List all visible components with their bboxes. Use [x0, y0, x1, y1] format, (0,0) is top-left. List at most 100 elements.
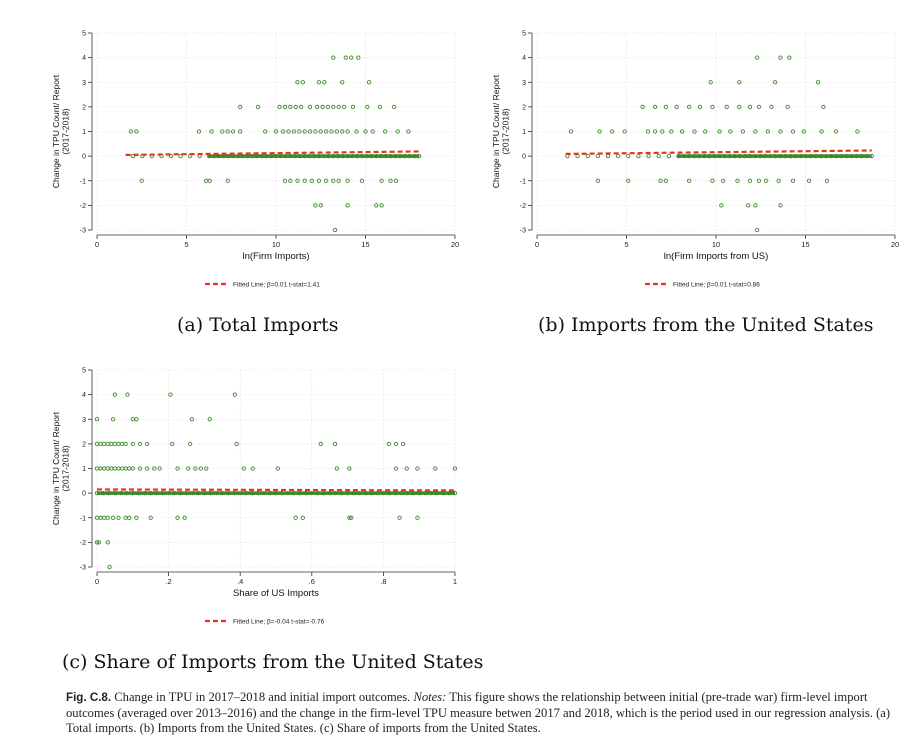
y-axis-title: Change in TPU Count/ Report(2017-2018) — [491, 74, 511, 188]
y-axis-title: Change in TPU Count/ Report(2017-2018) — [51, 74, 71, 188]
scatter-point — [307, 129, 313, 134]
y-tick-label: 3 — [82, 417, 86, 424]
scatter-point-zero — [666, 153, 672, 159]
y-tick-label: 4 — [522, 55, 526, 62]
scatter-point — [187, 441, 193, 447]
scatter-point — [354, 129, 359, 134]
scatter-point — [168, 392, 173, 397]
scatter-point — [318, 203, 323, 208]
scatter-point — [755, 227, 760, 233]
scatter-point — [255, 104, 261, 110]
y-tick-label: 2 — [522, 104, 526, 111]
y-tick-label: 0 — [522, 154, 526, 161]
scatter-point — [366, 80, 372, 85]
chart-b-svg: -3 -2 -1 0 1 2 3 4 5 0 5 10 15 20 ln(Firm Imports from… — [491, 31, 899, 289]
x-tick-label: 10 — [712, 240, 720, 249]
scatter-point — [315, 104, 320, 110]
scatter-point — [134, 515, 139, 520]
scatter-point — [300, 80, 305, 85]
scatter-point — [288, 178, 293, 183]
x-axis-title: ln(Firm Imports from US) — [664, 251, 769, 262]
scatter-point — [170, 441, 175, 447]
scatter-point — [225, 129, 230, 134]
y-tick-label: 1 — [82, 129, 86, 136]
scatter-point — [157, 466, 162, 471]
scatter-point — [645, 129, 651, 134]
scatter-point — [105, 515, 110, 520]
scatter-point — [325, 104, 331, 110]
scatter-point — [302, 129, 307, 134]
figure-label: Fig. C.8. — [66, 691, 112, 704]
scatter-point — [735, 178, 740, 183]
legend-label: Fitted Line; β=0.01 t-stat=0.86 — [673, 282, 760, 289]
scatter-point — [209, 129, 214, 134]
scatter-point — [336, 178, 341, 183]
scatter-point-zero — [168, 153, 174, 159]
scatter-point — [370, 129, 375, 134]
scatter-point — [334, 466, 340, 471]
scatter-point — [756, 178, 762, 183]
scatter-point — [204, 466, 209, 471]
figure-caption: Fig. C.8. Change in TPU in 2017–2018 and… — [66, 690, 916, 737]
subcaption-b: (b) Imports from the United States — [538, 314, 874, 336]
scatter-point — [288, 104, 293, 110]
y-axis-title-line: (2017-2018) — [61, 445, 71, 491]
scatter-point — [776, 178, 781, 183]
scatter-point — [286, 129, 291, 134]
y-tick-label: -3 — [80, 228, 86, 235]
scatter-point — [336, 104, 341, 110]
scatter-point — [433, 466, 438, 471]
fitted-line — [565, 149, 872, 156]
y-tick-label: 2 — [82, 441, 86, 448]
x-axis-title: Share of US Imports — [233, 588, 319, 599]
scatter-point — [316, 178, 322, 183]
scatter-point-zero — [626, 153, 631, 159]
scatter-point — [130, 441, 135, 447]
scatter-point — [332, 441, 338, 447]
scatter-point — [710, 104, 715, 110]
chart-panel-a: -3 -2 -1 0 1 2 3 4 5 0 5 10 15 20 ln(Firm Imports) Chan… — [0, 0, 470, 300]
notes-label: Notes: — [413, 690, 447, 704]
scatter-point — [220, 129, 225, 134]
scatter-point — [674, 104, 679, 110]
scatter-point — [302, 178, 307, 183]
scatter-point — [415, 515, 420, 520]
scatter-point — [313, 129, 318, 134]
scatter-point — [753, 129, 758, 134]
scatter-point — [307, 104, 313, 110]
scatter-point — [728, 129, 733, 134]
legend-label: Fitted Line; β=-0.04 t-stat=-0.76 — [233, 619, 325, 626]
scatter-point — [341, 104, 347, 110]
scatter-point — [300, 515, 305, 520]
y-tick-label: 4 — [82, 55, 86, 62]
scatter-point — [334, 129, 340, 134]
y-tick-label: -2 — [520, 203, 526, 210]
scatter-point — [763, 178, 769, 183]
scatter-point — [626, 178, 631, 183]
scatter-point — [824, 178, 830, 183]
x-tick-label: 0 — [95, 577, 99, 586]
scatter-point — [595, 178, 601, 183]
scatter-point — [130, 466, 135, 471]
scatter-point — [137, 441, 143, 447]
scatter-point — [815, 80, 821, 85]
scatter-point — [790, 178, 796, 183]
scatter-point — [250, 466, 255, 471]
x-tick-label: .2 — [165, 577, 171, 586]
scatter-point — [640, 104, 645, 110]
scatter-point — [298, 104, 304, 110]
scatter-point — [295, 178, 300, 183]
scatter-point — [331, 104, 336, 110]
scatter-point — [663, 104, 669, 110]
scatter-point — [821, 104, 826, 110]
y-tick-label: -1 — [520, 178, 526, 185]
x-tick-label: .8 — [380, 577, 386, 586]
scatter-point — [207, 178, 212, 183]
scatter-point — [198, 466, 203, 471]
scatter-point — [737, 80, 742, 85]
subcaption-a: (a) Total Imports — [177, 314, 339, 336]
scatter-point — [293, 515, 298, 520]
scatter-point — [393, 466, 399, 471]
scatter-point — [747, 178, 753, 183]
x-tick-label: .6 — [309, 577, 315, 586]
